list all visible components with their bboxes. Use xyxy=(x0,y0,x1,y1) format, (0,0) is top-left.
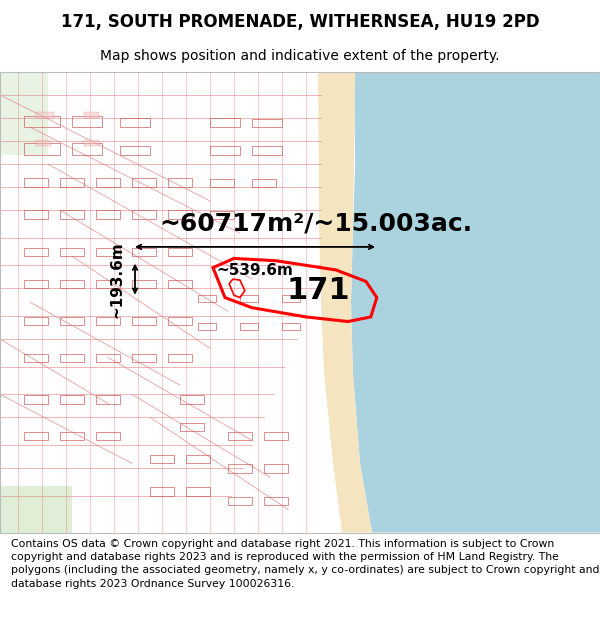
Bar xyxy=(264,464,288,472)
Text: ~539.6m: ~539.6m xyxy=(217,263,293,278)
Bar xyxy=(60,210,84,219)
Bar xyxy=(252,146,282,155)
Bar xyxy=(150,488,174,496)
Bar xyxy=(132,280,156,288)
Bar xyxy=(132,248,156,256)
Bar xyxy=(60,354,84,362)
Bar xyxy=(168,248,192,256)
Bar xyxy=(282,295,300,302)
Bar xyxy=(228,464,252,472)
Bar xyxy=(210,146,240,155)
Bar xyxy=(24,317,48,325)
Bar xyxy=(168,280,192,288)
Bar xyxy=(186,455,210,463)
Text: 171: 171 xyxy=(286,276,350,305)
Bar xyxy=(252,119,282,127)
Bar xyxy=(240,295,258,302)
Bar xyxy=(96,210,120,219)
Text: 171, SOUTH PROMENADE, WITHERNSEA, HU19 2PD: 171, SOUTH PROMENADE, WITHERNSEA, HU19 2… xyxy=(61,12,539,31)
Bar xyxy=(24,280,48,288)
Text: ~60717m²/~15.003ac.: ~60717m²/~15.003ac. xyxy=(159,212,472,236)
Bar xyxy=(24,210,48,219)
Bar xyxy=(60,178,84,187)
Bar xyxy=(60,280,84,288)
Bar xyxy=(84,112,99,118)
Bar xyxy=(210,118,240,127)
Bar xyxy=(96,395,120,404)
Polygon shape xyxy=(351,72,600,532)
Bar xyxy=(264,497,288,505)
Bar xyxy=(168,178,192,187)
Bar xyxy=(96,354,120,362)
Bar xyxy=(72,116,102,127)
Polygon shape xyxy=(0,486,72,532)
Bar xyxy=(132,210,156,219)
Bar xyxy=(252,179,276,187)
Text: Map shows position and indicative extent of the property.: Map shows position and indicative extent… xyxy=(100,49,500,63)
Text: Contains OS data © Crown copyright and database right 2021. This information is : Contains OS data © Crown copyright and d… xyxy=(11,539,599,589)
Bar xyxy=(180,423,204,431)
Bar xyxy=(96,317,120,325)
Text: ~193.6m: ~193.6m xyxy=(109,241,124,318)
Bar xyxy=(186,488,210,496)
Bar xyxy=(168,210,192,219)
Bar xyxy=(198,323,216,330)
Bar xyxy=(132,354,156,362)
Bar xyxy=(24,432,48,441)
Bar xyxy=(24,178,48,187)
Bar xyxy=(168,354,192,362)
Bar xyxy=(120,146,150,155)
Bar xyxy=(84,140,99,146)
Bar xyxy=(24,395,48,404)
Bar xyxy=(24,354,48,362)
Polygon shape xyxy=(318,72,372,532)
Bar xyxy=(96,432,120,441)
Bar xyxy=(264,432,288,441)
Polygon shape xyxy=(0,72,48,155)
Bar xyxy=(198,295,216,302)
Bar xyxy=(210,179,234,187)
Bar xyxy=(24,116,60,127)
Bar xyxy=(96,248,120,256)
Bar xyxy=(72,143,102,155)
Bar xyxy=(120,118,150,127)
Bar xyxy=(60,432,84,441)
Bar xyxy=(60,317,84,325)
Bar xyxy=(228,432,252,441)
Bar xyxy=(60,248,84,256)
Bar xyxy=(24,248,48,256)
Bar xyxy=(240,323,258,330)
Bar xyxy=(180,395,204,404)
Bar xyxy=(282,323,300,330)
Bar xyxy=(36,140,51,146)
Bar xyxy=(228,497,252,505)
Bar xyxy=(132,317,156,325)
Bar xyxy=(36,112,54,118)
Bar xyxy=(60,395,84,404)
Bar xyxy=(132,178,156,187)
Bar xyxy=(24,143,60,155)
Bar xyxy=(96,178,120,187)
Bar xyxy=(210,211,234,219)
Bar xyxy=(150,455,174,463)
Bar xyxy=(168,317,192,325)
Bar xyxy=(96,280,120,288)
